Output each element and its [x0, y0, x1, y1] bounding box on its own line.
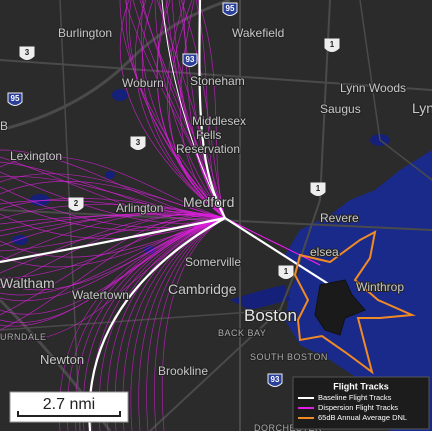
dispersion-track [114, 217, 226, 431]
place-labels: Burlington Wakefield Woburn Stoneham Lyn… [0, 25, 432, 431]
legend: Flight Tracks Baseline Flight TracksDisp… [292, 376, 430, 430]
dispersion-track [141, 0, 226, 219]
shield-label: 1 [316, 184, 321, 193]
place-label: Woburn [122, 76, 164, 90]
shield-label: 1 [330, 40, 335, 49]
place-label: Watertown [72, 288, 129, 302]
place-label: Medford [183, 194, 234, 210]
shield-label: 95 [11, 94, 20, 103]
shield-label: 3 [25, 48, 30, 57]
dispersion-track [0, 213, 321, 266]
place-label: Lynn Woods [340, 81, 406, 95]
dispersion-track [98, 217, 226, 431]
scale-label: 2.7 nmi [43, 396, 95, 413]
scale-bar: 2.7 nmi [9, 391, 129, 423]
place-label: Revere [320, 211, 359, 225]
place-label: Lyn [412, 100, 432, 116]
dispersion-track [122, 217, 226, 431]
dispersion-track [0, 217, 321, 279]
legend-label: Dispersion Flight Tracks [318, 403, 398, 412]
place-label: Winthrop [356, 280, 404, 294]
shield-label: 3 [136, 138, 141, 147]
shield [182, 53, 198, 67]
place-label: Boston [244, 306, 297, 325]
shield [267, 373, 283, 387]
dispersion-track [168, 0, 226, 219]
legend-box [292, 376, 430, 430]
dispersion-track [120, 0, 226, 219]
shield [310, 182, 326, 196]
place-label: Somerville [185, 255, 241, 269]
shield-label: 2 [74, 199, 79, 208]
route-shields: 95 3 93 1 95 3 1 2 1 93 [7, 2, 340, 387]
place-label: Cambridge [168, 281, 237, 297]
place-label: DORCHESTER [254, 423, 322, 431]
place-label: B [0, 119, 8, 133]
dispersion-track [0, 215, 321, 331]
dispersion-track [142, 0, 226, 219]
dispersion-track [156, 0, 226, 219]
water [12, 89, 432, 431]
place-label: Newton [40, 352, 84, 367]
legend-title: Flight Tracks [333, 381, 389, 391]
shield [19, 46, 35, 60]
shield-label: 95 [226, 4, 235, 13]
dispersion-track [0, 156, 321, 266]
place-label: BACK BAY [218, 328, 266, 338]
place-label: SOUTH BOSTON [250, 352, 328, 362]
dispersion-track [182, 0, 226, 219]
place-label: URNDALE [0, 332, 47, 342]
place-label: Middlesex [192, 114, 246, 128]
place-label: Burlington [58, 26, 112, 40]
place-label: Saugus [320, 102, 361, 116]
baseline-track [0, 216, 226, 264]
shield [324, 38, 340, 52]
baseline-track [161, 0, 226, 219]
dispersion-track [180, 0, 226, 219]
place-label: Wakefield [232, 26, 284, 40]
shield [130, 136, 146, 150]
dispersion-track [154, 217, 226, 431]
scale-line [17, 411, 121, 417]
shield [278, 265, 294, 279]
place-label: Fells [196, 128, 221, 142]
shield-label: 93 [271, 375, 280, 384]
place-label: Arlington [116, 201, 163, 215]
shield [7, 92, 23, 106]
dispersion-track [161, 217, 226, 431]
dispersion-track [0, 180, 321, 266]
shield-label: 1 [284, 267, 289, 276]
dispersion-track [134, 0, 226, 219]
dispersion-track [0, 156, 321, 266]
place-label: elsea [310, 245, 339, 259]
dnl-contour [293, 230, 416, 375]
place-label: Stoneham [190, 74, 245, 88]
dispersion-track [125, 0, 226, 219]
dispersion-track [0, 173, 321, 266]
dispersion-track [165, 0, 226, 219]
flight-tracks [0, 0, 331, 431]
dispersion-track [0, 161, 321, 266]
dnl-inner [314, 279, 366, 336]
place-label: Reservation [176, 142, 240, 156]
legend-label: Baseline Flight Tracks [318, 393, 392, 402]
shield-label: 93 [186, 55, 195, 64]
place-label: Waltham [0, 275, 55, 291]
place-label: Lexington [10, 149, 62, 163]
dispersion-track [0, 213, 321, 274]
shield [222, 2, 238, 16]
dispersion-track [82, 217, 226, 431]
place-label: Brookline [158, 364, 208, 378]
shield [68, 197, 84, 211]
legend-label: 65dB Annual Average DNL [318, 413, 407, 422]
dispersion-track [156, 0, 226, 219]
dispersion-track [119, 0, 226, 219]
dispersion-track [154, 0, 226, 219]
